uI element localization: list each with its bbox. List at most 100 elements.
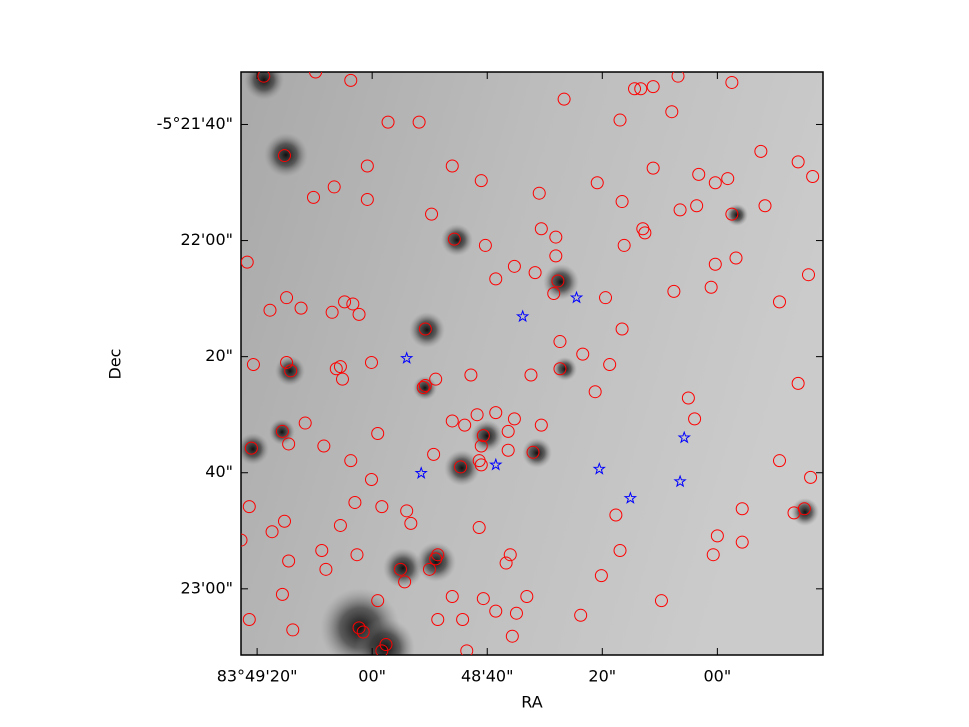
plot-frame [240,71,824,656]
circle-marker [371,427,385,441]
circle-marker [329,362,343,376]
circle-marker [246,358,260,372]
circle-marker [609,508,623,522]
circle-marker [371,594,385,608]
circle-marker [425,207,439,221]
circle-marker [507,259,521,273]
y-tick-label: 40" [205,462,233,481]
circle-marker [613,544,627,558]
circle-marker [317,439,331,453]
circle-marker [509,606,523,620]
circle-marker [681,391,695,405]
circle-marker [704,280,718,294]
circle-marker [549,230,563,244]
circle-marker [489,604,503,618]
circle-marker [346,297,360,311]
circle-marker [344,73,358,87]
circle-marker [613,113,627,127]
y-tick-label: 20" [205,346,233,365]
circle-marker [241,255,254,269]
circle-marker [375,644,389,655]
circle-marker [646,161,660,175]
y-tick-label: 23'00" [181,578,233,597]
circle-marker [447,232,461,246]
circle-marker [721,172,735,186]
circle-marker [319,562,333,576]
circle-marker [460,644,474,655]
sky-image [241,72,823,655]
circle-marker [526,445,540,459]
circle-marker [667,284,681,298]
circle-marker [501,424,515,438]
circle-marker [791,155,805,169]
circle-marker [470,408,484,422]
circle-marker [282,554,296,568]
circle-marker [688,412,702,426]
circle-marker [549,249,563,263]
circle-marker [638,226,652,240]
circle-marker [464,368,478,382]
circle-marker [344,454,358,468]
circle-marker [528,266,542,280]
circle-marker [381,115,395,129]
circle-marker [708,176,722,190]
circle-marker [350,548,364,562]
circle-marker [735,502,749,516]
circle-marker [534,418,548,432]
circle-marker [599,291,613,305]
circle-marker [474,174,488,188]
circle-marker [364,355,378,369]
star-marker [569,290,584,304]
circle-marker [499,556,513,570]
circle-marker [532,186,546,200]
circle-marker [534,222,548,236]
circle-marker [338,295,352,309]
circle-marker [422,562,436,576]
x-tick-label: 20" [588,667,616,686]
circle-marker [791,376,805,390]
circle-marker [773,295,787,309]
circle-marker [729,251,743,265]
circle-marker [298,416,312,430]
circle-marker [275,587,289,601]
circle-marker [725,207,739,221]
circle-marker [315,544,329,558]
circle-marker [501,443,515,457]
y-tick-label: 22'00" [181,230,233,249]
circle-marker [615,322,629,336]
circle-marker [352,621,366,635]
circle-marker [507,412,521,426]
circle-marker [275,424,289,438]
circle-marker [379,638,393,652]
circle-marker [706,548,720,562]
circle-marker [404,516,418,530]
x-tick-label: 83°49'20" [217,667,298,686]
circle-marker [603,358,617,372]
circle-marker [416,381,430,395]
circle-marker [458,418,472,432]
circle-marker [348,495,362,509]
circle-marker [690,199,704,213]
markers [241,72,820,655]
x-tick-label: 48'40" [461,667,513,686]
circle-marker [547,286,561,300]
circle-marker [673,203,687,217]
circle-marker [628,82,642,96]
circle-marker [400,504,414,518]
star-marker [677,430,691,444]
circle-marker [294,301,308,315]
circle-marker [360,159,374,173]
circle-marker [364,472,378,486]
circle-marker [615,195,629,209]
x-tick-label: 00" [704,667,732,686]
circle-marker [242,500,256,514]
circle-marker [277,514,291,528]
circle-marker [412,115,426,129]
circle-marker [356,625,370,639]
circle-marker [708,257,722,271]
circle-marker [265,525,279,539]
circle-marker [773,454,787,468]
circle-marker [797,502,811,516]
circle-marker [735,535,749,549]
circle-marker [282,437,296,451]
